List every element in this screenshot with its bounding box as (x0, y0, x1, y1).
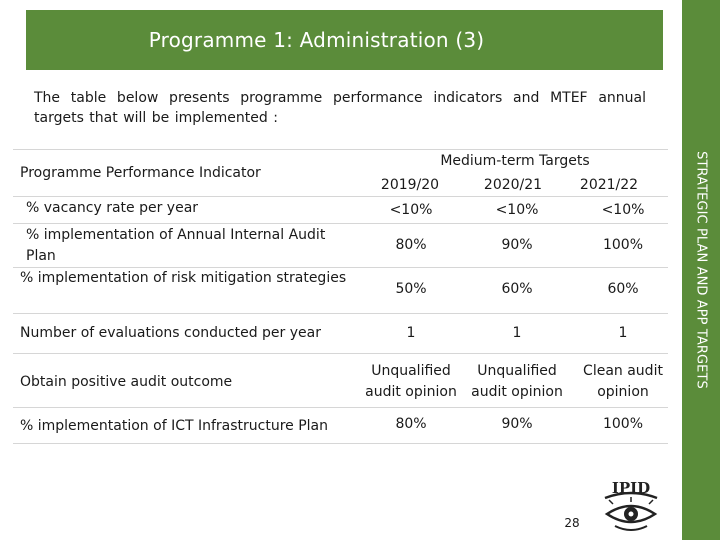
table-divider (13, 267, 668, 268)
indicator-cell: Obtain positive audit outcome (20, 374, 233, 390)
table-divider (13, 149, 668, 150)
table-divider (13, 443, 668, 444)
year-header-2019-20: 2019/20 (380, 177, 440, 193)
target-cell: <10% (601, 202, 645, 218)
page-number: 28 (564, 516, 580, 530)
target-cell: 80% (395, 237, 427, 253)
target-cell: 50% (395, 281, 427, 297)
target-cell: Unqualified audit opinion (365, 363, 457, 400)
target-cell: 1 (618, 325, 628, 341)
slide-title: Programme 1: Administration (3) (148, 28, 485, 52)
year-header-2020-21: 2020/21 (483, 177, 543, 193)
indicator-column-header: Programme Performance Indicator (20, 165, 261, 181)
table-divider (13, 353, 668, 354)
target-cell: 60% (607, 281, 639, 297)
table-divider (13, 313, 668, 314)
indicator-cell: % vacancy rate per year (26, 200, 199, 216)
table-divider (13, 407, 668, 408)
target-cell: 1 (512, 325, 522, 341)
target-cell: 90% (501, 416, 533, 432)
target-cell: Unqualified audit opinion (471, 363, 563, 400)
target-cell: Clean audit opinion (583, 363, 663, 400)
table-divider (13, 223, 668, 224)
target-cell: 100% (602, 237, 644, 253)
title-bar: Programme 1: Administration (3) (26, 10, 663, 70)
indicator-cell: Number of evaluations conducted per year (20, 325, 321, 341)
indicator-cell: % implementation of ICT Infrastructure P… (20, 418, 329, 434)
intro-text: The table below presents programme perfo… (34, 90, 646, 126)
medium-term-targets-header: Medium-term Targets (440, 153, 590, 169)
indicator-cell: % implementation of risk mitigation stra… (20, 270, 347, 286)
year-header-2021-22: 2021/22 (579, 177, 639, 193)
target-cell: 90% (501, 237, 533, 253)
target-cell: 1 (406, 325, 416, 341)
target-cell: <10% (389, 202, 433, 218)
target-cell: 60% (501, 281, 533, 297)
side-banner-label: STRATEGIC PLAN AND APP TARGETS (693, 151, 709, 389)
indicator-cell: % implementation of Annual Internal Audi… (26, 227, 326, 264)
target-cell: <10% (495, 202, 539, 218)
ipid-logo: IPID (604, 479, 658, 531)
target-cell: 100% (602, 416, 644, 432)
table-divider (13, 196, 668, 197)
side-banner: STRATEGIC PLAN AND APP TARGETS (682, 0, 720, 540)
target-cell: 80% (395, 416, 427, 432)
